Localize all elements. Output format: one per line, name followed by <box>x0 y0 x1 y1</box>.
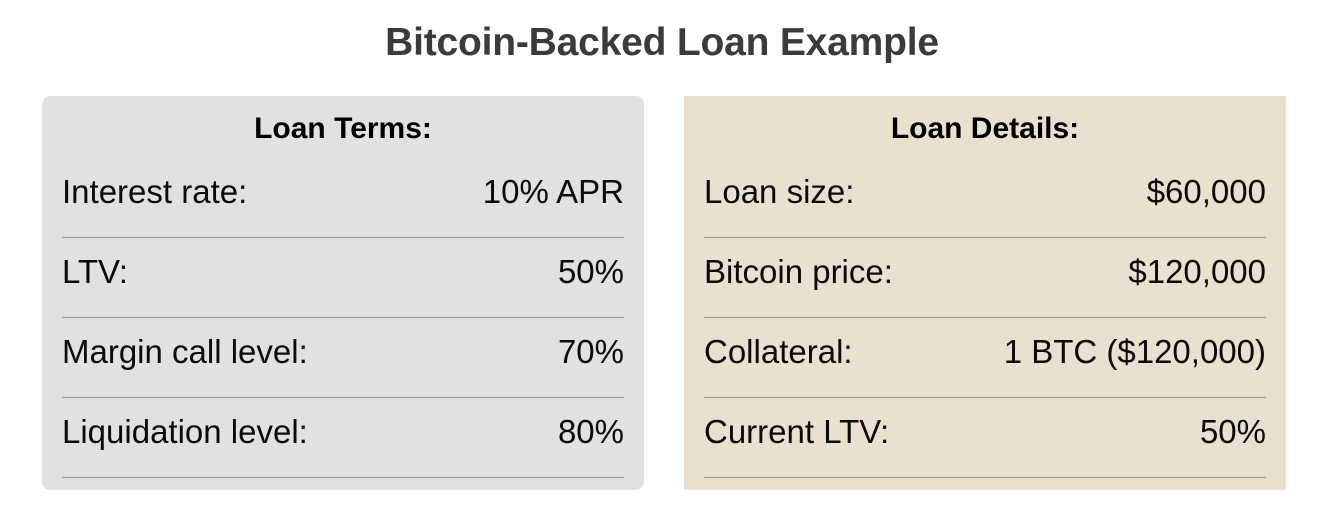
page-title: Bitcoin-Backed Loan Example <box>385 21 939 64</box>
rows-loan-terms: Interest rate: 10% APR LTV: 50% Margin c… <box>62 158 624 478</box>
table-row: Margin call level: 70% <box>62 318 624 397</box>
row-label-bitcoin-price: Bitcoin price: <box>704 253 893 290</box>
table-row: Liquidation level: 80% <box>62 398 624 477</box>
table-row: Current LTV: 50% <box>704 398 1266 477</box>
row-value-ltv: 50% <box>557 253 624 290</box>
row-value-margin-call-level: 70% <box>557 333 624 370</box>
row-separator <box>62 317 624 318</box>
row-value-liquidation-level: 80% <box>557 413 624 450</box>
row-label-collateral: Collateral: <box>704 333 853 370</box>
row-value-current-ltv: 50% <box>1199 413 1266 450</box>
table-row: Bitcoin price: $120,000 <box>704 238 1266 317</box>
table-row: Loan size: $60,000 <box>704 158 1266 237</box>
row-label-loan-size: Loan size: <box>704 173 855 210</box>
row-label-current-ltv: Current LTV: <box>704 413 890 450</box>
row-separator <box>62 397 624 398</box>
row-label-margin-call-level: Margin call level: <box>62 333 308 370</box>
row-separator <box>704 397 1266 398</box>
row-separator <box>62 477 624 478</box>
row-value-interest-rate: 10% APR <box>482 173 624 210</box>
panel-header-loan-terms: Loan Terms: <box>254 112 432 145</box>
row-label-interest-rate: Interest rate: <box>62 173 248 210</box>
row-separator <box>62 237 624 238</box>
panel-header-loan-details: Loan Details: <box>890 112 1080 145</box>
row-label-liquidation-level: Liquidation level: <box>62 413 308 450</box>
row-value-collateral: 1 BTC ($120,000) <box>1003 333 1266 370</box>
row-separator <box>704 317 1266 318</box>
panel-loan-details: Loan Details: Loan size: $60,000 Bitcoin… <box>684 96 1286 490</box>
table-row: LTV: 50% <box>62 238 624 317</box>
row-value-bitcoin-price: $120,000 <box>1128 253 1266 290</box>
row-value-loan-size: $60,000 <box>1146 173 1266 210</box>
row-separator <box>704 477 1266 478</box>
table-row: Interest rate: 10% APR <box>62 158 624 237</box>
row-separator <box>704 237 1266 238</box>
rows-loan-details: Loan size: $60,000 Bitcoin price: $120,0… <box>704 158 1266 478</box>
table-row: Collateral: 1 BTC ($120,000) <box>704 318 1266 397</box>
panel-loan-terms: Loan Terms: Interest rate: 10% APR LTV: … <box>42 96 644 490</box>
row-label-ltv: LTV: <box>62 253 129 290</box>
